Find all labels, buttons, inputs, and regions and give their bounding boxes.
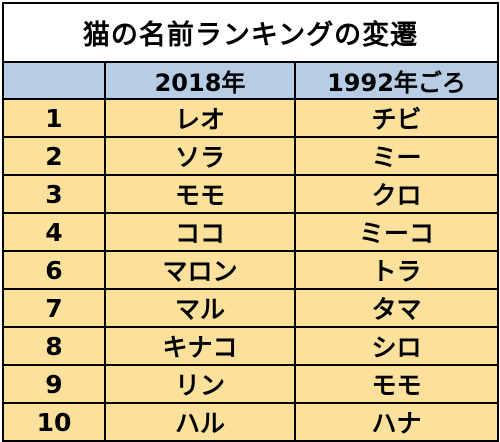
rank-cell: 6	[2, 250, 106, 290]
table-row: 1 レオ チビ	[2, 98, 500, 138]
rank-cell: 10	[2, 402, 106, 442]
name-1992-cell: シロ	[293, 326, 500, 366]
rank-cell: 7	[2, 288, 106, 328]
table-row: 9 リン モモ	[2, 364, 500, 404]
name-2018-cell: ソラ	[104, 136, 296, 176]
name-1992-cell: モモ	[293, 364, 500, 404]
header-2018-cell: 2018年	[104, 61, 296, 100]
table-row: 3 モモ クロ	[2, 174, 500, 214]
header-rank-cell	[2, 61, 106, 100]
rank-cell: 2	[2, 136, 106, 176]
name-2018-cell: ココ	[104, 212, 296, 252]
rank-cell: 9	[2, 364, 106, 404]
name-2018-cell: マル	[104, 288, 296, 328]
name-2018-cell: モモ	[104, 174, 296, 214]
name-2018-cell: マロン	[104, 250, 296, 290]
rank-cell: 1	[2, 98, 106, 138]
table-row: 4 ココ ミーコ	[2, 212, 500, 252]
name-1992-cell: ミーコ	[293, 212, 500, 252]
table-row: 10 ハル ハナ	[2, 402, 500, 442]
table-title: 猫の名前ランキングの変遷	[1, 2, 500, 63]
rank-cell: 8	[2, 326, 106, 366]
name-2018-cell: レオ	[104, 98, 296, 138]
name-1992-cell: タマ	[293, 288, 500, 328]
table-row: 2 ソラ ミー	[2, 136, 500, 176]
table-row: 6 マロン トラ	[2, 250, 500, 290]
name-2018-cell: ハル	[104, 402, 296, 442]
rank-cell: 3	[2, 174, 106, 214]
rank-cell: 4	[2, 212, 106, 252]
table-row: 8 キナコ シロ	[2, 326, 500, 366]
name-2018-cell: リン	[104, 364, 296, 404]
name-1992-cell: チビ	[293, 98, 500, 138]
name-1992-cell: クロ	[293, 174, 500, 214]
name-1992-cell: ハナ	[293, 402, 500, 442]
name-1992-cell: トラ	[293, 250, 500, 290]
name-2018-cell: キナコ	[104, 326, 296, 366]
header-1992-cell: 1992年ごろ	[293, 61, 500, 100]
header-row: 2018年 1992年ごろ	[2, 61, 500, 100]
name-1992-cell: ミー	[293, 136, 500, 176]
table-row: 7 マル タマ	[2, 288, 500, 328]
title-row: 猫の名前ランキングの変遷	[1, 2, 500, 63]
